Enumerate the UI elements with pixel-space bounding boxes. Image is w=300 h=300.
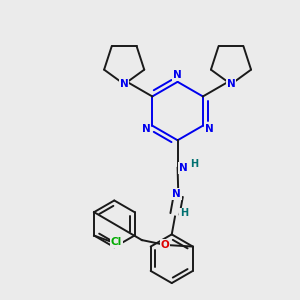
Text: N: N bbox=[226, 79, 236, 89]
Text: N: N bbox=[120, 79, 129, 89]
Text: H: H bbox=[190, 159, 199, 169]
Text: N: N bbox=[142, 124, 151, 134]
Text: Cl: Cl bbox=[110, 237, 122, 247]
Text: H: H bbox=[180, 208, 188, 218]
Text: N: N bbox=[205, 124, 213, 134]
Text: O: O bbox=[161, 240, 170, 250]
Text: N: N bbox=[173, 70, 182, 80]
Text: N: N bbox=[179, 163, 188, 173]
Text: N: N bbox=[172, 189, 181, 199]
